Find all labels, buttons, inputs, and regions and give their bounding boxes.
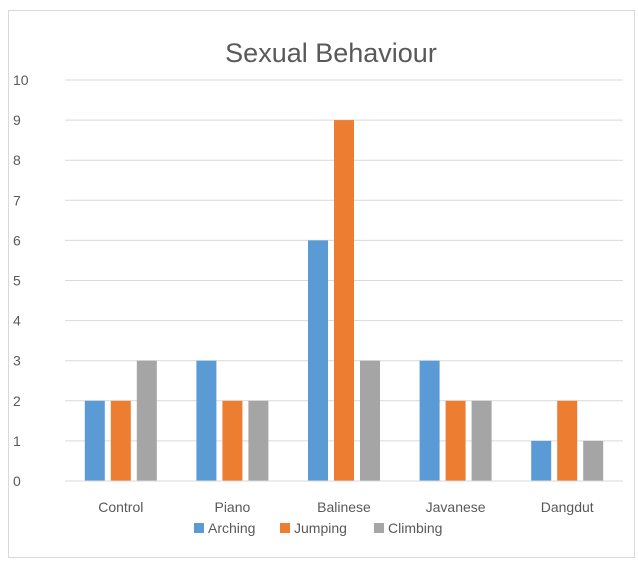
x-axis-ticks: Control Piano Balinese Javanese Dangdut xyxy=(98,499,594,515)
y-tick-label: 9 xyxy=(13,112,21,128)
bar-climbing-control xyxy=(136,360,157,481)
legend-swatch-climbing xyxy=(374,523,384,533)
x-tick-label: Javanese xyxy=(426,499,486,515)
x-tick-label: Piano xyxy=(214,499,250,515)
x-tick-label: Dangdut xyxy=(541,499,594,515)
x-tick-label: Control xyxy=(98,499,143,515)
legend-label-climbing: Climbing xyxy=(388,520,442,536)
legend: Arching Jumping Climbing xyxy=(194,520,442,536)
bar-arching-control xyxy=(84,400,105,481)
bar-jumping-control xyxy=(110,400,131,481)
bar-arching-javanese xyxy=(419,360,440,481)
y-tick-label: 0 xyxy=(13,473,21,489)
y-tick-label: 5 xyxy=(13,273,21,289)
y-tick-label: 1 xyxy=(13,433,21,449)
bar-jumping-piano xyxy=(222,400,243,481)
y-tick-label: 4 xyxy=(13,313,21,329)
chart-title: Sexual Behaviour xyxy=(225,38,437,68)
bar-climbing-dangdut xyxy=(583,440,604,481)
bar-climbing-piano xyxy=(248,400,269,481)
y-tick-label: 7 xyxy=(13,192,21,208)
bar-climbing-balinese xyxy=(360,360,380,481)
x-tick-label: Balinese xyxy=(317,499,371,515)
y-tick-label: 6 xyxy=(13,232,21,248)
y-axis-ticks: 0 1 2 3 4 5 6 7 8 9 10 xyxy=(13,72,29,489)
legend-label-jumping: Jumping xyxy=(294,520,347,536)
y-tick-label: 3 xyxy=(13,353,21,369)
bar-arching-balinese xyxy=(308,240,328,481)
legend-swatch-jumping xyxy=(280,523,290,533)
y-tick-label: 2 xyxy=(13,393,21,409)
y-tick-label: 8 xyxy=(13,152,21,168)
bar-jumping-balinese xyxy=(334,120,354,481)
bar-jumping-javanese xyxy=(445,400,466,481)
bar-arching-dangdut xyxy=(531,440,552,481)
bar-jumping-dangdut xyxy=(557,400,578,481)
bar-climbing-javanese xyxy=(471,400,492,481)
legend-label-arching: Arching xyxy=(208,520,255,536)
bar-arching-piano xyxy=(196,360,217,481)
bars xyxy=(84,120,604,481)
y-tick-label: 10 xyxy=(13,72,29,88)
legend-swatch-arching xyxy=(194,523,204,533)
